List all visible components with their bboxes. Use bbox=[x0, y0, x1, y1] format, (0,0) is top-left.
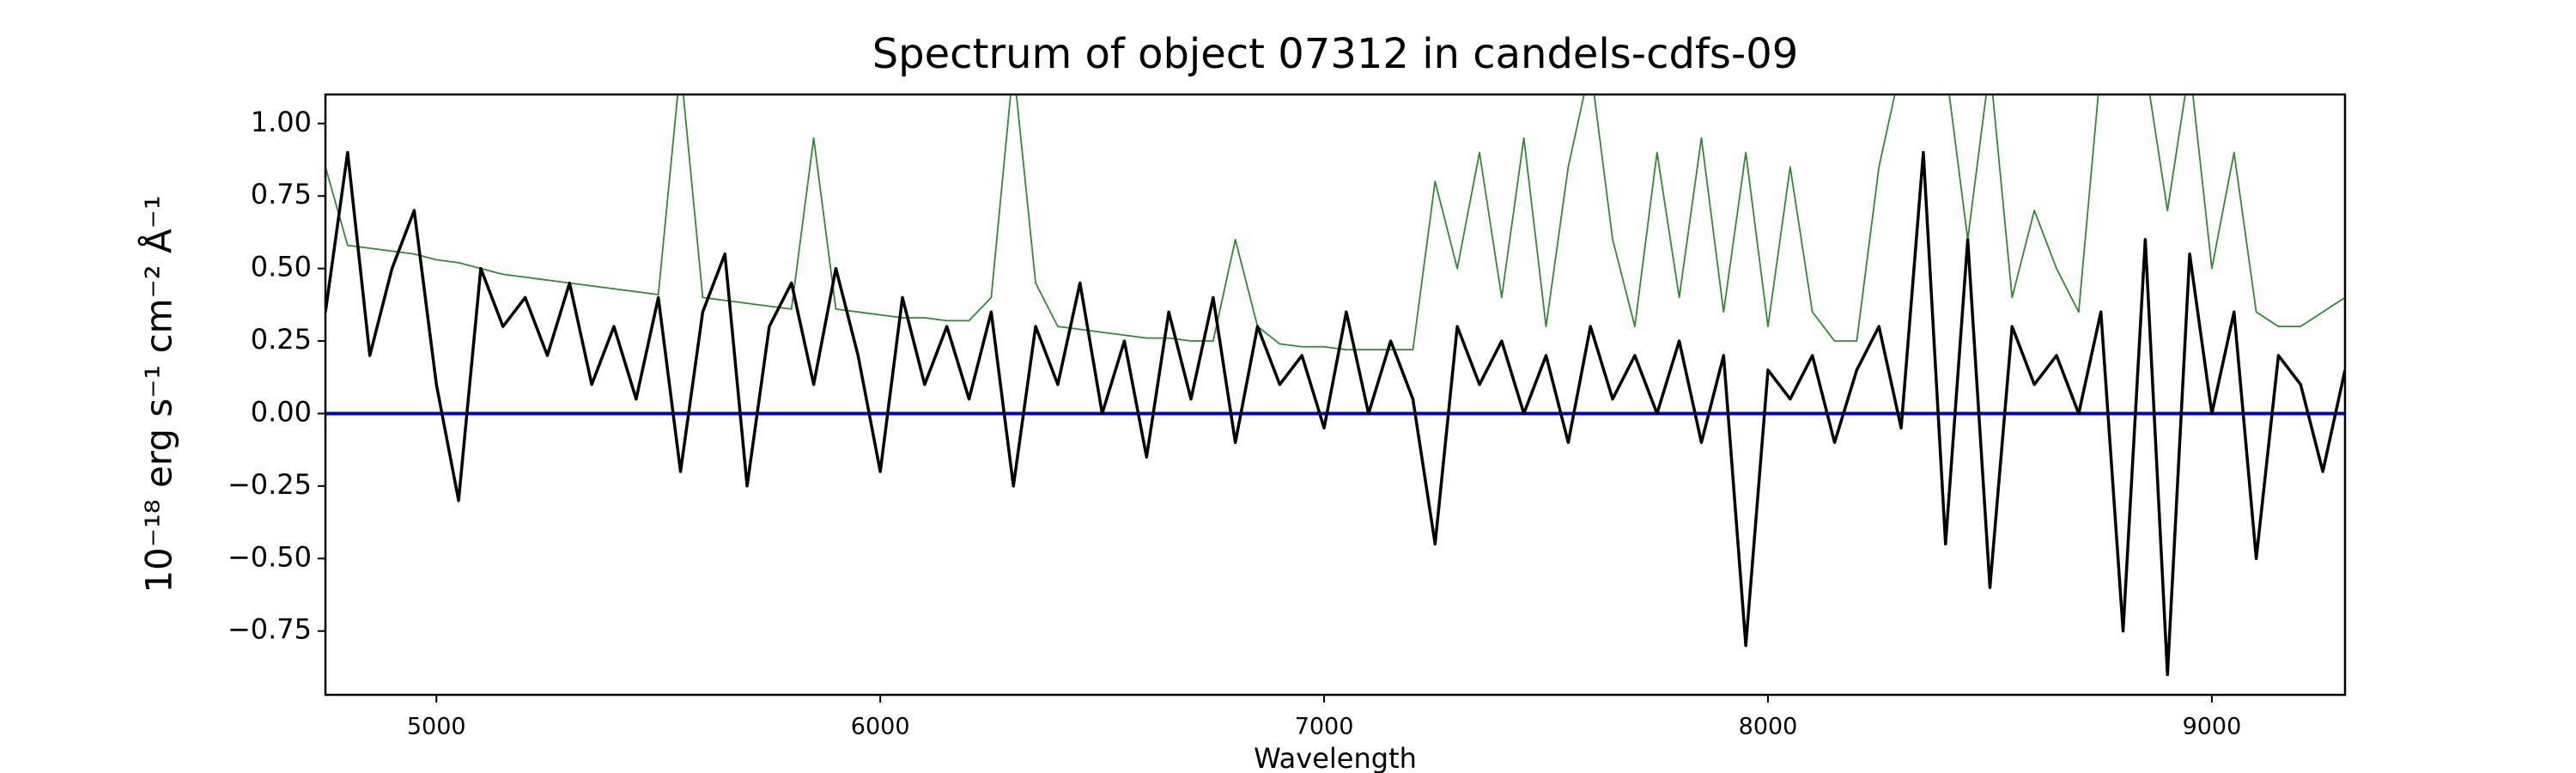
y-tick-label: −0.75 bbox=[228, 613, 312, 646]
y-tick-label: 0.75 bbox=[251, 178, 312, 210]
x-tick-label: 7000 bbox=[1295, 714, 1354, 740]
plot-frame bbox=[324, 93, 2347, 697]
x-tick-label: 5000 bbox=[407, 714, 466, 740]
x-tick-label: 9000 bbox=[2183, 714, 2242, 740]
chart-title: Spectrum of object 07312 in candels-cdfs… bbox=[872, 30, 1799, 78]
y-tick-label: −0.50 bbox=[228, 540, 312, 573]
y-tick-label: 1.00 bbox=[251, 106, 312, 138]
y-tick-label: 0.50 bbox=[251, 251, 312, 283]
y-tick-label: −0.25 bbox=[228, 468, 312, 501]
y-axis-label: 10⁻¹⁸ erg s⁻¹ cm⁻² Å⁻¹ bbox=[137, 195, 180, 593]
x-axis-label: Wavelength bbox=[1254, 742, 1417, 773]
y-tick-label: 0.25 bbox=[251, 323, 312, 356]
x-tick-label: 6000 bbox=[851, 714, 910, 740]
series-line bbox=[325, 150, 2345, 677]
y-tick-label: 0.00 bbox=[251, 395, 312, 428]
series-line bbox=[325, 94, 2345, 351]
plot-area bbox=[325, 94, 2345, 677]
x-tick-label: 8000 bbox=[1739, 714, 1798, 740]
